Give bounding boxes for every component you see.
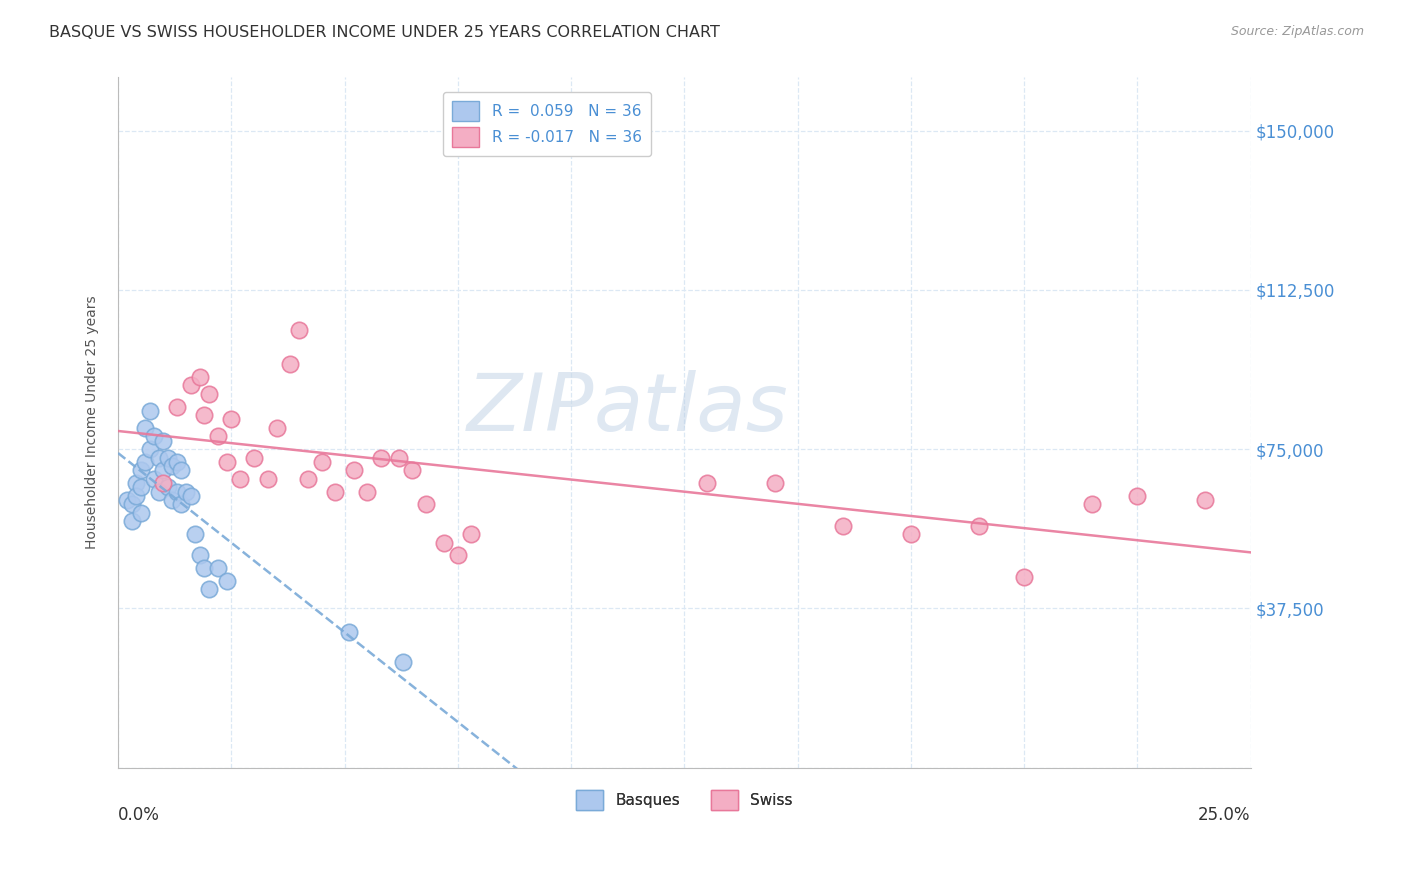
Point [197,387,219,401]
Point [215,455,238,469]
Point [134,421,156,435]
Point [1012,569,1035,583]
Point [166,400,188,414]
Text: Source: ZipAtlas.com: Source: ZipAtlas.com [1230,25,1364,38]
Point [967,518,990,533]
Point [129,480,152,494]
Text: 0.0%: 0.0% [118,805,160,823]
Point [447,549,470,563]
Point [197,582,219,597]
Point [370,450,392,465]
Point [243,450,266,465]
Point [831,518,853,533]
Point [1194,493,1216,508]
Point [184,527,207,541]
Legend: Basques, Swiss: Basques, Swiss [567,780,801,819]
Point [125,489,148,503]
Point [170,497,193,511]
Point [156,450,179,465]
Point [193,561,215,575]
Point [134,455,156,469]
Point [342,463,364,477]
Point [696,476,718,491]
Point [115,493,138,508]
Point [278,357,301,371]
Point [356,484,378,499]
Point [266,421,288,435]
Point [129,506,152,520]
Point [460,527,482,541]
Point [193,408,215,422]
Point [337,624,360,639]
Point [221,412,243,426]
Point [415,497,437,511]
Point [392,655,415,669]
Point [162,459,184,474]
Point [215,574,238,588]
Point [152,434,174,448]
Point [152,463,174,477]
Text: atlas: atlas [593,370,789,448]
Point [121,497,143,511]
Point [207,429,229,443]
Y-axis label: Householder Income Under 25 years: Householder Income Under 25 years [86,296,100,549]
Point [1081,497,1104,511]
Text: 25.0%: 25.0% [1198,805,1250,823]
Point [188,370,211,384]
Point [156,480,179,494]
Point [900,527,922,541]
Point [388,450,411,465]
Point [207,561,229,575]
Point [256,472,278,486]
Point [143,429,166,443]
Point [1126,489,1149,503]
Point [763,476,786,491]
Point [229,472,252,486]
Point [288,323,311,337]
Point [166,484,188,499]
Point [162,493,184,508]
Point [152,476,174,491]
Point [129,463,152,477]
Text: ZIP: ZIP [467,370,593,448]
Point [401,463,423,477]
Point [174,484,197,499]
Point [121,514,143,528]
Point [166,455,188,469]
Point [188,549,211,563]
Text: BASQUE VS SWISS HOUSEHOLDER INCOME UNDER 25 YEARS CORRELATION CHART: BASQUE VS SWISS HOUSEHOLDER INCOME UNDER… [49,25,720,40]
Point [143,472,166,486]
Point [297,472,319,486]
Point [170,463,193,477]
Point [148,484,170,499]
Point [148,450,170,465]
Point [180,378,202,392]
Point [180,489,202,503]
Point [433,535,456,549]
Point [139,442,162,456]
Point [139,404,162,418]
Point [325,484,347,499]
Point [125,476,148,491]
Point [311,455,333,469]
